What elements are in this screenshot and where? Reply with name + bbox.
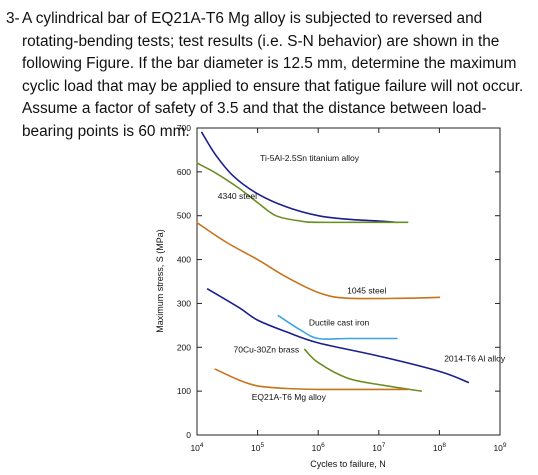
series-line-1045-steel xyxy=(196,221,441,300)
series-annotation: 70Cu-30Zn brass xyxy=(233,345,299,355)
y-tick-label: 200 xyxy=(177,342,191,352)
problem-text: A cylindrical bar of EQ21A-T6 Mg alloy i… xyxy=(22,10,524,140)
plot-frame xyxy=(196,127,501,436)
series-annotation: 4340 steel xyxy=(218,191,257,201)
series-line-ductile-cast-iron xyxy=(277,314,398,340)
series-annotation: EQ21A-T6 Mg alloy xyxy=(252,392,327,402)
series-line-eq21a-t6-mg-alloy xyxy=(214,368,409,391)
y-tick-label: 400 xyxy=(177,255,191,265)
y-tick-label: 500 xyxy=(177,211,191,221)
y-tick-label: 100 xyxy=(177,386,191,396)
x-tick-label: 108 xyxy=(433,442,446,453)
x-tick-label: 106 xyxy=(312,442,325,453)
series-line-70cu-30zn-brass xyxy=(304,348,422,392)
x-tick-label: 109 xyxy=(493,442,506,453)
series-line-2014-t6-al-alloy xyxy=(206,288,470,384)
series-annotations: Ti-5Al-2.5Sn titanium alloy 4340 steel 104… xyxy=(218,153,506,402)
y-tick-label: 600 xyxy=(177,167,191,177)
problem-number: 3- xyxy=(6,10,20,27)
y-tick-label: 300 xyxy=(177,298,191,308)
x-axis-ticks: 104 105 106 107 108 109 xyxy=(190,128,507,453)
series-lines xyxy=(196,131,470,392)
series-annotation: 2014-T6 Al alloy xyxy=(444,353,506,363)
x-axis-label: Cycles to failure, N xyxy=(310,459,386,469)
y-axis-ticks: 0 100 200 300 400 500 600 700 xyxy=(177,123,500,440)
series-annotation: 1045 steel xyxy=(347,285,386,295)
x-tick-label: 105 xyxy=(251,442,264,453)
series-line-4340-steel xyxy=(196,162,409,224)
series-annotation: Ductile cast iron xyxy=(309,317,370,327)
x-tick-label: 107 xyxy=(372,442,385,453)
y-tick-label: 0 xyxy=(186,430,191,440)
y-axis-label: Maximum stress, S (MPa) xyxy=(155,229,165,333)
y-tick-label: 700 xyxy=(177,123,191,133)
series-line-ti-5al-2-5sn-titanium-alloy xyxy=(201,131,398,224)
x-tick-label: 104 xyxy=(190,442,203,453)
series-annotation: Ti-5Al-2.5Sn titanium alloy xyxy=(260,153,360,163)
problem-statement: 3- A cylindrical bar of EQ21A-T6 Mg allo… xyxy=(6,8,532,143)
